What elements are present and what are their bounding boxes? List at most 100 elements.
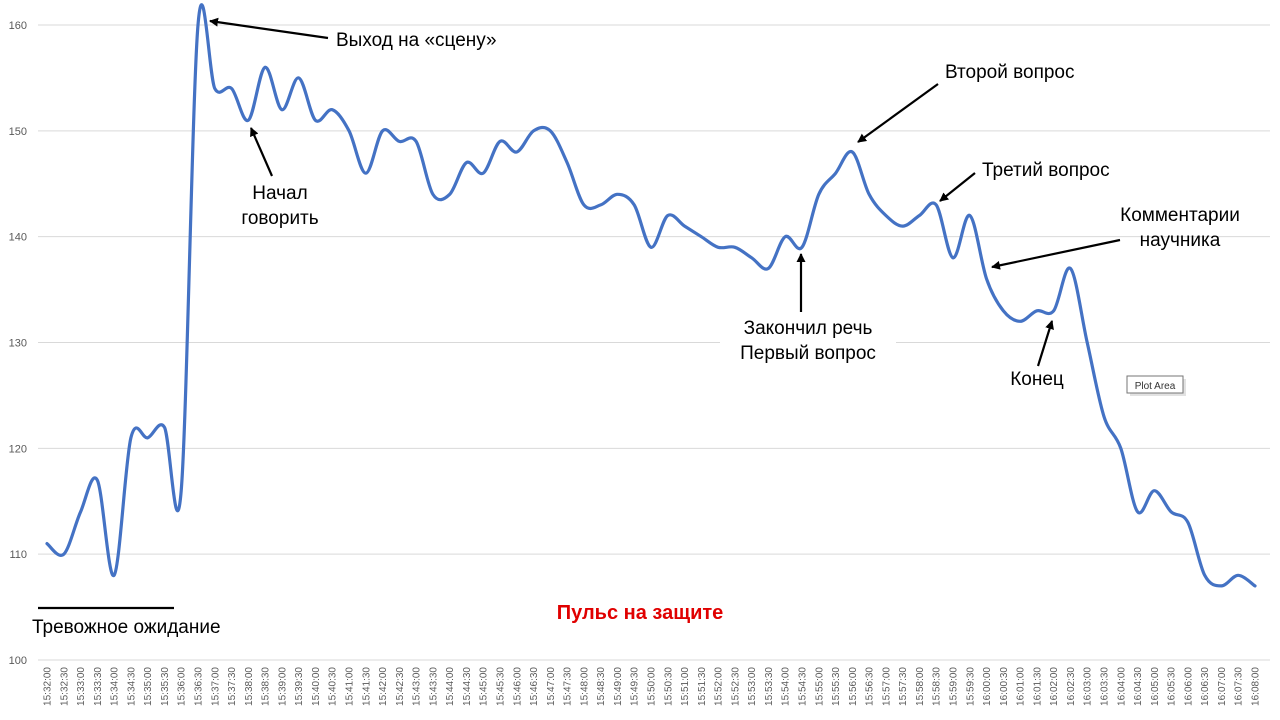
svg-text:Первый вопрос: Первый вопрос (740, 343, 876, 364)
data-point (984, 276, 990, 282)
data-point (145, 435, 151, 441)
x-tick-label: 15:33:00 (76, 667, 87, 706)
x-tick-label: 15:44:00 (445, 667, 456, 706)
x-tick-label: 15:50:00 (647, 667, 658, 706)
svg-text:говорить: говорить (241, 208, 318, 229)
svg-text:Выход на «сцену»: Выход на «сцену» (336, 30, 497, 51)
data-point (1067, 265, 1073, 271)
data-point (648, 244, 654, 250)
x-tick-label: 15:42:00 (378, 667, 389, 706)
x-axis: 15:32:00 15:32:30 15:33:00 15:33:30 15:34:00… (43, 667, 1262, 706)
data-point (564, 160, 570, 166)
x-tick-label: 15:54:00 (781, 667, 792, 706)
x-tick-label: 15:57:30 (898, 667, 909, 706)
data-point (531, 128, 537, 134)
x-tick-label: 15:53:00 (747, 667, 758, 706)
y-tick-label: 110 (9, 549, 27, 561)
svg-text:Комментарии: Комментарии (1120, 205, 1240, 226)
data-point (229, 86, 235, 92)
data-point (61, 551, 67, 557)
data-point (346, 128, 352, 134)
x-tick-label: 15:42:30 (395, 667, 406, 706)
annotation-anxious-waiting: Тревожное ожидание (32, 606, 221, 638)
y-tick-label: 140 (9, 232, 27, 244)
x-tick-label: 15:54:30 (798, 667, 809, 706)
data-point (1218, 583, 1224, 589)
data-point (480, 170, 486, 176)
x-tick-label: 16:06:30 (1200, 667, 1211, 706)
annotation-third-question: Третий вопрос (939, 160, 1110, 202)
y-tick-label: 130 (9, 338, 27, 350)
x-tick-label: 15:46:00 (512, 667, 523, 706)
data-point (1000, 308, 1006, 314)
data-point (1185, 519, 1191, 525)
x-tick-label: 15:59:30 (965, 667, 976, 706)
data-point (866, 191, 872, 197)
data-point (732, 244, 738, 250)
data-point (1151, 488, 1157, 494)
x-tick-label: 15:59:00 (949, 667, 960, 706)
x-tick-label: 15:34:30 (126, 667, 137, 706)
data-point (598, 202, 604, 208)
x-tick-label: 15:38:30 (261, 667, 272, 706)
x-tick-label: 15:45:00 (479, 667, 490, 706)
data-point (128, 435, 134, 441)
data-point (413, 138, 419, 144)
x-tick-label: 15:53:30 (764, 667, 775, 706)
x-tick-label: 15:49:30 (630, 667, 641, 706)
x-tick-label: 16:08:00 (1251, 667, 1262, 706)
x-tick-label: 16:07:30 (1234, 667, 1245, 706)
arrow (991, 238, 1121, 270)
data-point (715, 244, 721, 250)
data-point (44, 541, 50, 547)
x-tick-label: 15:55:00 (814, 667, 825, 706)
x-tick-label: 16:01:30 (1032, 667, 1043, 706)
data-point (900, 223, 906, 229)
data-point (380, 128, 386, 134)
y-tick-label: 100 (9, 655, 27, 667)
x-tick-label: 15:46:30 (529, 667, 540, 706)
svg-text:Конец: Конец (1010, 369, 1064, 390)
x-tick-label: 15:41:00 (345, 667, 356, 706)
data-point (463, 160, 469, 166)
svg-text:Plot Area: Plot Area (1135, 381, 1176, 392)
annotation-start-speaking: Начал говорить (241, 127, 319, 229)
data-point (1252, 583, 1258, 589)
y-tick-label: 160 (9, 20, 27, 32)
chart-title: Пульс на защите (557, 602, 724, 624)
data-point (497, 138, 503, 144)
x-tick-label: 15:32:30 (59, 667, 70, 706)
x-tick-label: 16:04:00 (1116, 667, 1127, 706)
data-point (665, 213, 671, 219)
x-tick-label: 15:45:30 (496, 667, 507, 706)
data-point (581, 202, 587, 208)
data-point (1051, 308, 1057, 314)
data-point (765, 265, 771, 271)
x-tick-label: 16:03:30 (1100, 667, 1111, 706)
data-point (212, 86, 218, 92)
x-tick-label: 15:40:30 (328, 667, 339, 706)
plot-area[interactable] (44, 3, 1258, 589)
x-tick-label: 15:36:00 (177, 667, 188, 706)
x-tick-label: 16:07:00 (1217, 667, 1228, 706)
data-point (312, 117, 318, 123)
data-point (799, 244, 805, 250)
x-tick-label: 16:05:30 (1167, 667, 1178, 706)
data-point (833, 170, 839, 176)
pulse-series-line (45, 3, 1257, 588)
arrow (857, 83, 939, 143)
x-tick-label: 15:34:00 (110, 667, 121, 706)
x-tick-label: 16:03:00 (1083, 667, 1094, 706)
x-tick-label: 15:55:30 (831, 667, 842, 706)
x-tick-label: 15:43:30 (428, 667, 439, 706)
x-tick-label: 16:05:00 (1150, 667, 1161, 706)
annotation-speech-end: Закончил речь Первый вопрос (720, 253, 896, 370)
annotation-second-question: Второй вопрос (857, 62, 1075, 143)
data-point (430, 191, 436, 197)
arrow (209, 17, 329, 40)
data-point (78, 509, 84, 515)
data-point (950, 255, 956, 261)
x-tick-label: 16:06:00 (1183, 667, 1194, 706)
data-point (296, 75, 302, 81)
plot-area-tooltip: Plot Area (1126, 375, 1186, 396)
